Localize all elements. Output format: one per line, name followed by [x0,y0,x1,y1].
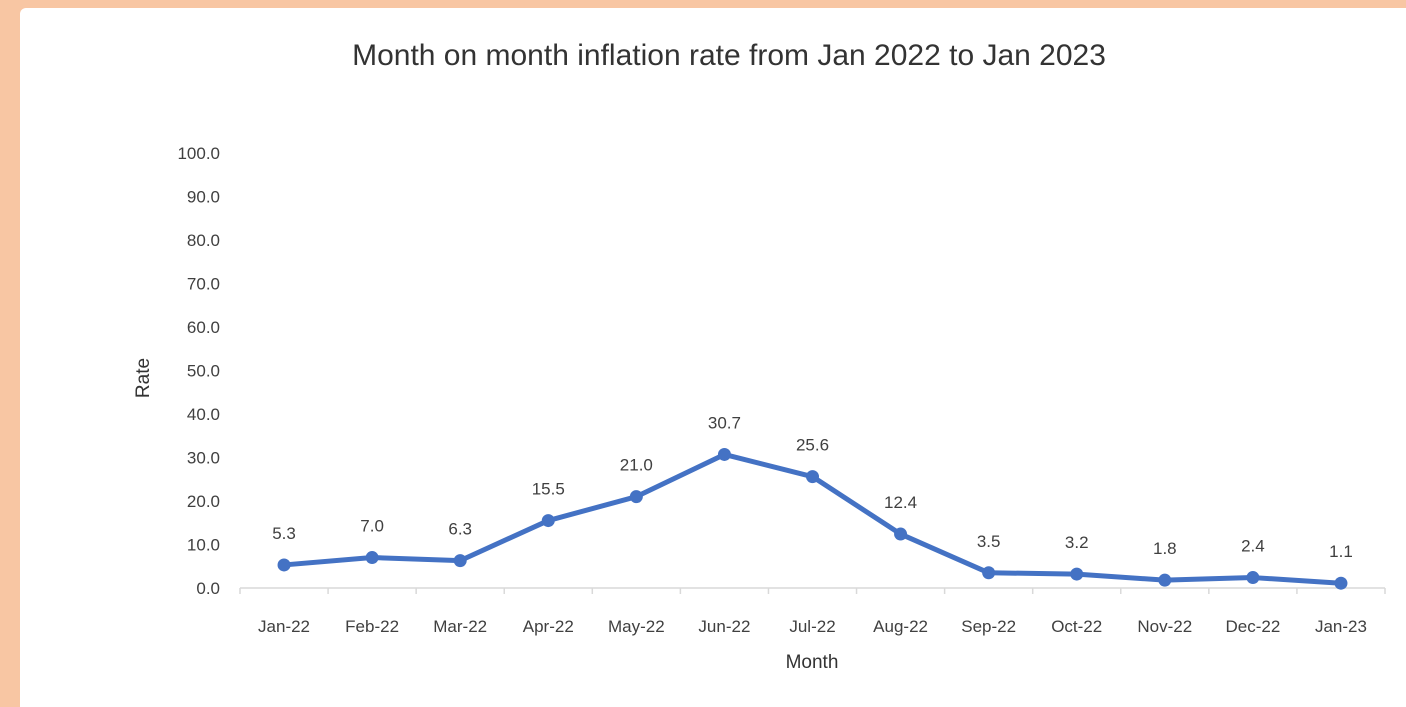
data-point [541,514,555,528]
data-label: 12.4 [884,493,917,512]
x-tick-label: Apr-22 [523,617,574,636]
y-tick-label: 30.0 [187,449,220,468]
data-point [1158,573,1172,587]
line-chart: Month on month inflation rate from Jan 2… [133,39,1386,673]
data-point [894,527,908,541]
chart-title: Month on month inflation rate from Jan 2… [352,39,1106,72]
x-tick-label: Dec-22 [1225,617,1280,636]
data-point [1246,571,1260,585]
y-tick-label: 20.0 [187,492,220,511]
data-label: 21.0 [620,456,653,475]
data-label: 1.8 [1153,539,1177,558]
data-point [629,490,643,504]
x-tick-label: Feb-22 [345,617,399,636]
y-tick-label: 60.0 [187,318,220,337]
chart-area: Month on month inflation rate from Jan 2… [20,8,1406,707]
y-tick-label: 0.0 [196,579,220,598]
y-tick-label: 40.0 [187,405,220,424]
series-group [277,447,1348,590]
data-point [365,551,379,565]
x-tick-label: May-22 [608,617,665,636]
x-tick-label: Aug-22 [873,617,928,636]
y-axis-title: Rate [133,358,154,398]
y-tick-label: 90.0 [187,188,220,207]
data-label: 7.0 [360,517,384,536]
data-label: 30.7 [708,413,741,432]
data-label: 3.2 [1065,533,1089,552]
data-label: 5.3 [272,524,296,543]
y-tick-label: 10.0 [187,536,220,555]
data-point [1070,567,1084,581]
y-tick-label: 100.0 [177,144,220,163]
data-label: 25.6 [796,436,829,455]
data-label: 3.5 [977,532,1001,551]
x-tick-label: Nov-22 [1137,617,1192,636]
data-label: 1.1 [1329,542,1353,561]
x-tick-label: Sep-22 [961,617,1016,636]
data-point [277,558,291,572]
data-label-group: 5.3 7.0 6.3 15.5 21.0 30.7 25.6 12.4 3.5 3.2 1.8 2.… [272,413,1353,561]
data-point [806,470,819,484]
x-tick-label: Oct-22 [1051,617,1102,636]
data-label: 15.5 [532,480,565,499]
y-tick-labels: 0.0 10.0 20.0 30.0 40.0 50.0 60.0 70.0 80.0 90.0 1… [177,144,220,598]
x-tick-label: Mar-22 [433,617,487,636]
data-point [717,447,731,461]
x-tick-label: Jul-22 [789,617,835,636]
data-point [1334,576,1348,590]
data-point [982,566,996,580]
data-point [453,554,467,568]
x-tick-label: Jun-22 [698,617,750,636]
y-tick-label: 80.0 [187,231,220,250]
y-tick-label: 50.0 [187,362,220,381]
data-label: 6.3 [448,520,472,539]
data-label: 2.4 [1241,537,1265,556]
x-axis-title: Month [786,652,839,673]
x-tick-label: Jan-22 [258,617,310,636]
y-tick-label: 70.0 [187,275,220,294]
x-tick-label: Jan-23 [1315,617,1367,636]
x-tick-labels: Jan-22 Feb-22 Mar-22 Apr-22 May-22 Jun-22 Jul-… [239,588,1386,636]
